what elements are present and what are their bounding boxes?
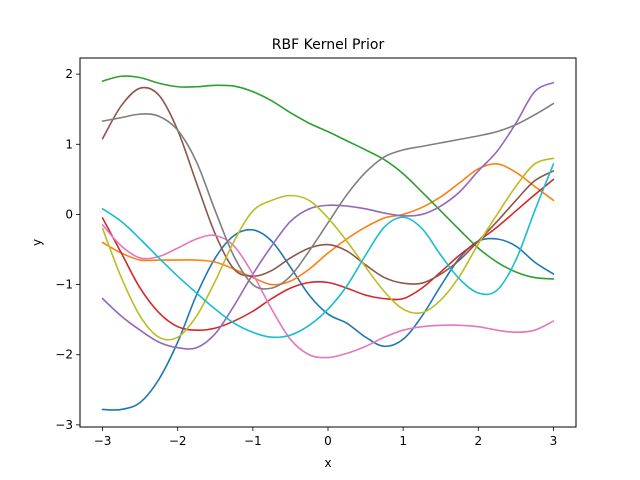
series-line-9 [101, 157, 555, 341]
series-line-3 [101, 75, 555, 280]
y-tick-label: 1 [65, 137, 73, 151]
x-tick-label: −2 [169, 434, 187, 448]
x-tick-label: 2 [474, 434, 482, 448]
series-line-5 [101, 81, 555, 350]
x-tick-label: −1 [244, 434, 262, 448]
series-line-7 [101, 224, 555, 359]
x-axis-label: x [324, 456, 331, 470]
chart-title: RBF Kernel Prior [272, 37, 385, 53]
x-tick-label: 0 [324, 434, 332, 448]
x-axis: −3 −2 −1 0 1 2 3 [94, 427, 558, 448]
y-tick-label: −3 [55, 418, 73, 432]
x-tick-label: −3 [94, 434, 112, 448]
series-line-8 [101, 102, 555, 290]
y-axis-label: y [30, 239, 44, 246]
x-tick-label: 1 [399, 434, 407, 448]
y-tick-label: 0 [65, 207, 73, 221]
x-tick-label: 3 [550, 434, 558, 448]
series-line-2 [101, 163, 555, 286]
series-layer [101, 75, 555, 411]
y-tick-label: −2 [55, 348, 73, 362]
y-tick-label: 2 [65, 67, 73, 81]
y-tick-label: −1 [55, 278, 73, 292]
series-line-10 [101, 163, 555, 339]
y-axis: −3 −2 −1 0 1 2 [55, 67, 80, 432]
